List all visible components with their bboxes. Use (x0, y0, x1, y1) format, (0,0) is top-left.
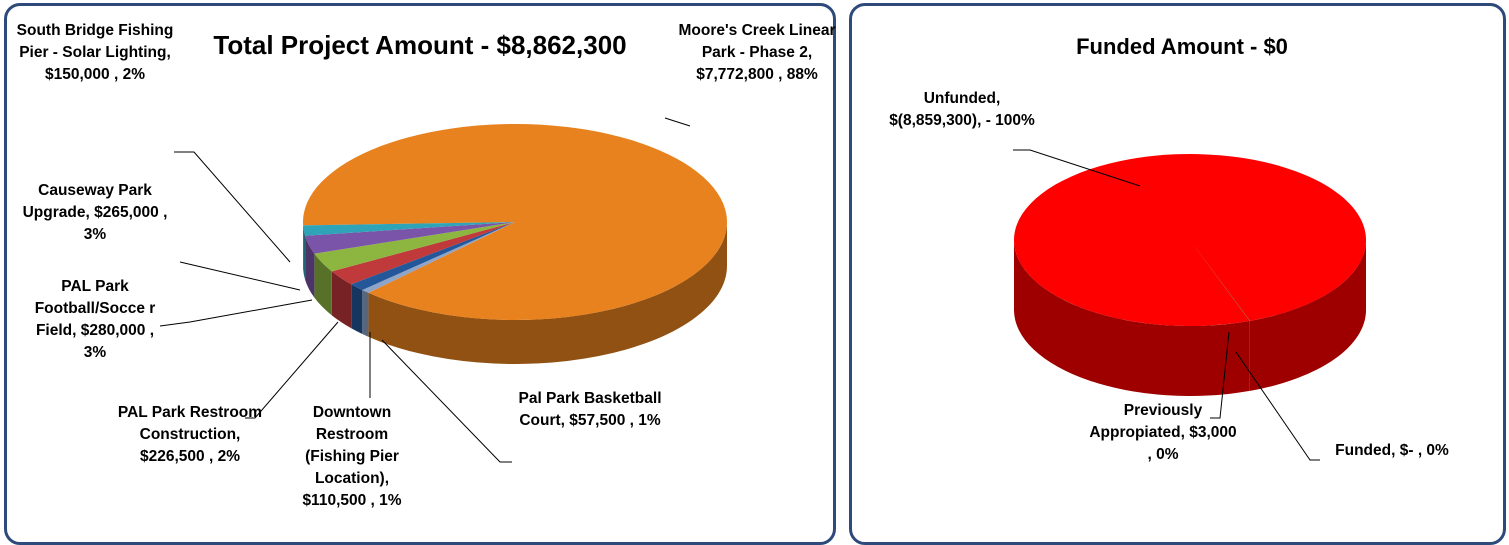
pie-slice-side (362, 289, 369, 337)
pie-slice-side (303, 222, 727, 364)
pie-slice (362, 222, 515, 293)
slice-name: Funded, (1335, 442, 1396, 459)
slice-value: $110,500 , 1% (302, 492, 402, 509)
pie-slice (1190, 240, 1250, 321)
slice-side (314, 253, 332, 316)
pie-slice (331, 222, 515, 285)
leader-line (179, 261, 301, 291)
pie-slice-side (351, 284, 363, 334)
slice-side (303, 225, 306, 280)
slice-value: $- , 0% (1399, 442, 1449, 459)
slice-name: Pal Park Basketball Court, (518, 390, 662, 429)
pie-slice (303, 124, 728, 321)
data-label: Pal Park Basketball Court, $57,500 , 1% (505, 388, 675, 432)
chart-title: Funded Amount - $0 (1076, 34, 1288, 59)
slice-side (1249, 240, 1366, 391)
pie-sides (303, 222, 727, 364)
pie-slice-side (303, 225, 306, 280)
data-label: Causeway Park Upgrade, $265,000 , 3% (15, 180, 175, 246)
pie-tops (1014, 153, 1367, 326)
slice-name: PAL Park Restroom Construction, (117, 404, 263, 443)
leader-lines (159, 117, 1320, 463)
pie-slice (351, 222, 515, 290)
data-label: Downtown Restroom (Fishing Pier Location… (287, 402, 417, 512)
leader-line (159, 299, 313, 327)
slice-value: $280,000 , 3% (80, 322, 155, 361)
slice-name: Moore's Creek Linear Park - Phase 2, (678, 22, 836, 61)
data-label: Previously Appropiated, $3,000 , 0% (1088, 400, 1238, 466)
slice-name: Unfunded, (923, 90, 1001, 107)
chart-title: Total Project Amount - $8,862,300 (213, 30, 626, 60)
pie-sides (1014, 240, 1366, 396)
pie-slice (314, 222, 515, 272)
pie-slice-side (331, 271, 352, 329)
slice-side (1014, 240, 1250, 396)
leader-line (381, 339, 512, 463)
leader-line (664, 117, 691, 127)
data-label: South Bridge Fishing Pier - Solar Lighti… (8, 20, 183, 86)
slice-side (305, 235, 315, 298)
slice-value: $7,772,800 , 88% (696, 66, 818, 83)
slice-value: $57,500 , 1% (569, 412, 661, 429)
slice-name: Causeway Park Upgrade, (22, 182, 152, 221)
leader-line (174, 151, 291, 263)
pie-slice (305, 222, 515, 254)
data-label: Funded, $- , 0% (1332, 440, 1452, 462)
slice-name: South Bridge Fishing Pier - Solar Lighti… (16, 22, 174, 61)
slice-name: Previously Appropiated, (1089, 402, 1203, 441)
pie-slice-side (305, 235, 315, 298)
leader-line (1235, 351, 1320, 461)
pie-slice (1190, 240, 1250, 321)
slice-name: Downtown Restroom (Fishing Pier Location… (305, 404, 399, 487)
leader-line (1210, 331, 1230, 419)
slice-value: $(8,859,300), - 100% (889, 112, 1035, 129)
pie-slice (1014, 153, 1367, 326)
data-label: Moore's Creek Linear Park - Phase 2, $7,… (677, 20, 837, 86)
pie-slice-side (314, 253, 332, 316)
data-label: Unfunded, $(8,859,300), - 100% (882, 88, 1042, 132)
slice-value: $226,500 , 2% (140, 448, 240, 465)
pies (303, 124, 1367, 396)
slice-side (362, 289, 369, 337)
data-label: PAL Park Restroom Construction, $226,500… (115, 402, 265, 468)
slice-side (368, 222, 727, 364)
data-label: PAL Park Football/Socce r Field, $280,00… (28, 276, 163, 364)
pie-tops (303, 124, 728, 321)
slice-value: $150,000 , 2% (45, 66, 145, 83)
slice-side (351, 284, 363, 334)
pie-slice-side (1014, 240, 1366, 396)
leader-line (245, 321, 339, 419)
slice-name: PAL Park Football/Socce r Field, (34, 278, 156, 339)
slice-side (331, 271, 352, 329)
pie-slice (303, 222, 515, 236)
leader-line (1013, 149, 1141, 187)
slice-value: $3,000 , 0% (1147, 424, 1237, 463)
slice-value: $265,000 , 3% (83, 204, 168, 243)
